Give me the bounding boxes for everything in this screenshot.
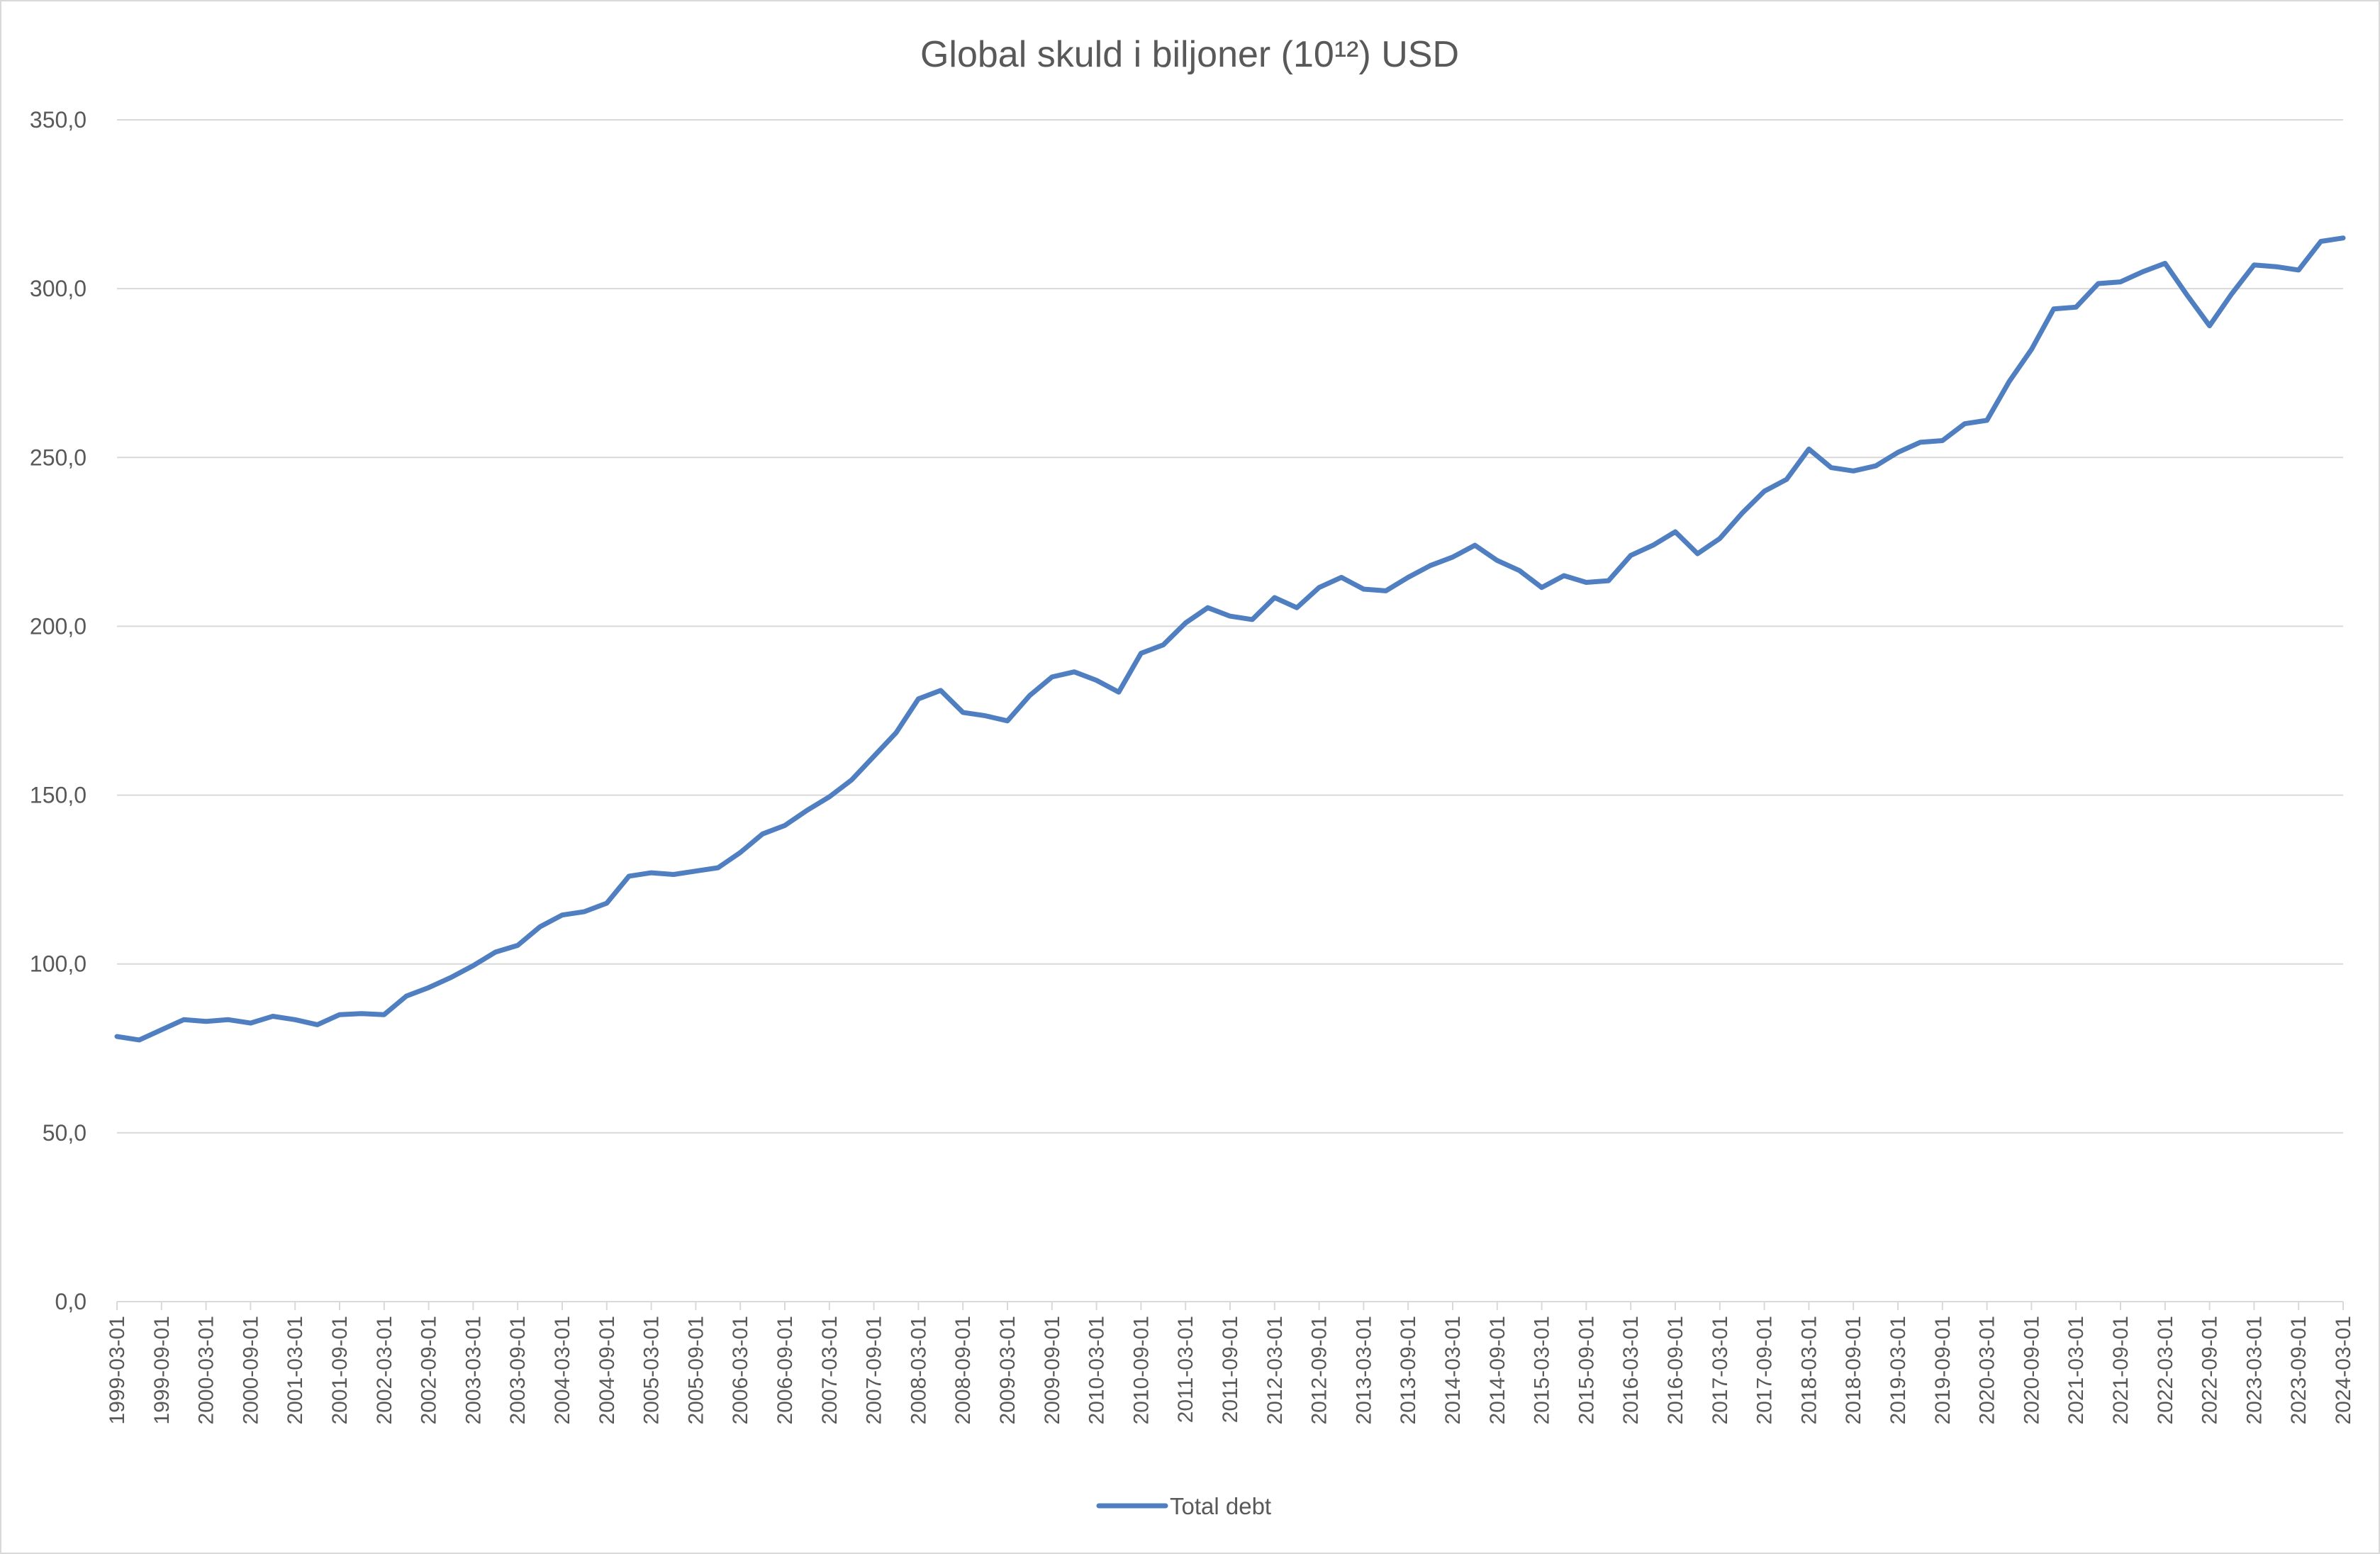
x-tick-label: 2001-03-01: [284, 1316, 307, 1424]
x-tick-label: 2004-03-01: [551, 1316, 574, 1424]
chart-title: Global skuld i biljoner (10¹²) USD: [920, 34, 1459, 75]
x-tick-label: 2023-09-01: [2287, 1316, 2311, 1424]
x-tick-label: 2010-09-01: [1129, 1316, 1153, 1424]
x-tick-label: 2021-09-01: [2109, 1316, 2133, 1424]
series-line-total-debt: [114, 235, 2346, 1043]
x-tick-label: 2001-09-01: [328, 1316, 352, 1424]
x-tick-label: 2012-09-01: [1308, 1316, 1331, 1424]
legend-label-total-debt: Total debt: [1170, 1493, 1271, 1519]
x-tick-label: 2019-03-01: [1887, 1316, 1910, 1424]
x-tick-label: 2000-09-01: [239, 1316, 262, 1424]
y-tick-label: 300,0: [30, 276, 86, 301]
x-axis-tick-labels: 1999-03-01 1999-09-01 2000-03-01 2000-09-01…: [106, 1302, 2355, 1424]
gridlines: [117, 119, 2343, 1302]
x-tick-label: 2023-03-01: [2242, 1316, 2266, 1424]
y-axis-tick-labels: 0,0 50,0 100,0 150,0 200,0 250,0 300,0 350,0: [30, 107, 86, 1314]
x-tick-label: 2022-03-01: [2154, 1316, 2177, 1424]
x-tick-label: 2011-09-01: [1219, 1316, 1242, 1423]
y-tick-label: 200,0: [30, 613, 86, 639]
x-tick-label: 2012-03-01: [1263, 1316, 1287, 1424]
x-tick-label: 2007-09-01: [863, 1316, 886, 1424]
x-tick-label: 2009-03-01: [996, 1316, 1019, 1424]
x-tick-label: 2002-09-01: [418, 1316, 441, 1424]
x-tick-label: 2009-09-01: [1041, 1316, 1064, 1424]
y-tick-label: 350,0: [30, 107, 86, 133]
x-tick-label: 2002-03-01: [373, 1316, 396, 1424]
x-tick-label: 2017-03-01: [1709, 1316, 1732, 1424]
x-tick-label: 2018-09-01: [1842, 1316, 1865, 1424]
x-tick-label: 2017-09-01: [1753, 1316, 1777, 1424]
x-tick-label: 2007-03-01: [818, 1316, 842, 1424]
x-tick-label: 2003-03-01: [462, 1316, 485, 1424]
x-tick-label: 2021-03-01: [2065, 1316, 2088, 1424]
x-tick-label: 2006-03-01: [729, 1316, 752, 1424]
x-tick-label: 2022-09-01: [2199, 1316, 2222, 1424]
x-tick-label: 1999-09-01: [150, 1316, 174, 1424]
y-tick-label: 0,0: [55, 1289, 86, 1314]
x-tick-label: 2000-03-01: [195, 1316, 218, 1424]
x-tick-label: 2015-09-01: [1575, 1316, 1598, 1424]
x-tick-label: 2003-09-01: [506, 1316, 530, 1424]
x-tick-label: 2013-03-01: [1352, 1316, 1375, 1424]
x-tick-label: 2010-03-01: [1085, 1316, 1109, 1424]
x-tick-label: 2014-03-01: [1441, 1316, 1465, 1424]
x-tick-label: 2016-09-01: [1664, 1316, 1687, 1424]
y-tick-label: 250,0: [30, 445, 86, 470]
x-tick-label: 2024-03-01: [2332, 1316, 2355, 1424]
x-tick-label: 2005-03-01: [640, 1316, 664, 1424]
y-tick-label: 150,0: [30, 783, 86, 808]
x-tick-label: 2011-03-01: [1174, 1316, 1197, 1423]
x-tick-label: 2016-03-01: [1619, 1316, 1643, 1424]
y-tick-label: 50,0: [43, 1120, 86, 1146]
x-tick-label: 2008-03-01: [907, 1316, 930, 1424]
x-tick-label: 2018-03-01: [1797, 1316, 1821, 1424]
legend[interactable]: Total debt: [1096, 1493, 1271, 1519]
series-lines: [114, 235, 2346, 1043]
y-tick-label: 100,0: [30, 951, 86, 977]
x-tick-label: 2020-03-01: [1976, 1316, 1999, 1424]
x-tick-label: 1999-03-01: [106, 1316, 129, 1424]
x-tick-label: 2004-09-01: [596, 1316, 619, 1424]
x-tick-label: 2019-09-01: [1931, 1316, 1955, 1424]
x-tick-label: 2008-09-01: [951, 1316, 975, 1424]
x-tick-label: 2005-09-01: [684, 1316, 708, 1424]
x-tick-label: 2006-09-01: [773, 1316, 797, 1424]
x-tick-label: 2014-09-01: [1486, 1316, 1509, 1424]
x-tick-label: 2013-09-01: [1397, 1316, 1420, 1424]
x-tick-label: 2020-09-01: [2020, 1316, 2043, 1424]
x-tick-label: 2015-03-01: [1531, 1316, 1554, 1424]
